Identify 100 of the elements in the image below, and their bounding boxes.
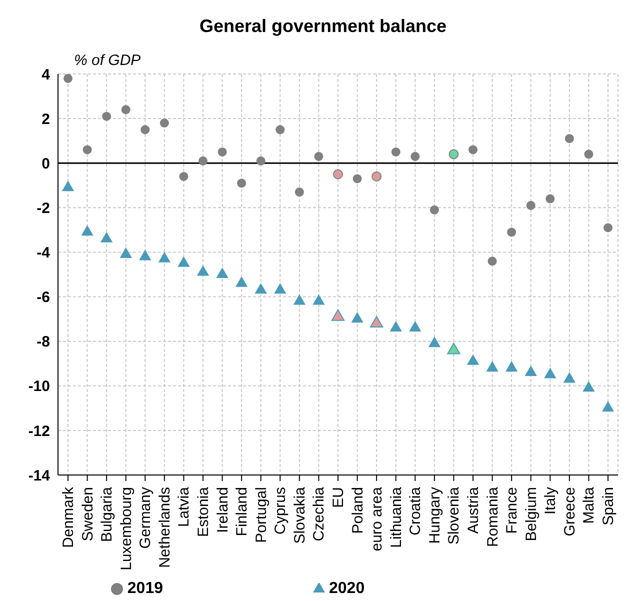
point (216, 267, 228, 278)
point (178, 256, 190, 267)
y-axis-title: % of GDP (74, 52, 141, 69)
point (314, 152, 324, 161)
point (563, 372, 576, 383)
point (564, 134, 574, 144)
x-tick-label: Lithuania (388, 486, 405, 548)
point (100, 232, 113, 242)
x-tick-label: Austria (465, 486, 482, 534)
x-tick-label: Estonia (195, 486, 212, 538)
x-tick-label: Netherlands (156, 487, 174, 568)
x-tick-label: Greece (561, 487, 578, 536)
x-tick-label: Sweden (79, 487, 96, 542)
x-tick-label: Belgium (522, 487, 540, 542)
legend-label: 2020 (329, 580, 365, 597)
point (140, 125, 150, 134)
point (390, 320, 402, 332)
point (370, 316, 384, 328)
point (196, 265, 210, 276)
point (139, 250, 152, 260)
point (466, 354, 480, 365)
point (293, 294, 306, 305)
point (505, 361, 518, 372)
point (409, 320, 422, 332)
point (447, 342, 460, 354)
point (372, 171, 382, 182)
point (102, 112, 112, 121)
point (62, 180, 74, 192)
point (120, 247, 132, 258)
x-tick-label: Latvia (176, 486, 193, 528)
point (486, 361, 498, 372)
point (179, 172, 188, 181)
point (63, 74, 73, 83)
point (410, 152, 420, 161)
point (332, 169, 344, 180)
point (544, 368, 556, 378)
point (582, 381, 595, 392)
point (526, 200, 536, 210)
point (351, 312, 364, 323)
point (352, 174, 362, 184)
point (254, 283, 267, 294)
x-tick-label: Ireland (214, 487, 232, 533)
point (158, 252, 171, 262)
point (312, 294, 325, 305)
x-tick-label: Slovenia (446, 486, 463, 545)
y-tick-label: -10 (28, 378, 50, 396)
point (121, 105, 130, 114)
point (448, 149, 459, 160)
point (428, 336, 441, 348)
point (546, 194, 555, 204)
point (331, 309, 345, 321)
point (256, 156, 266, 166)
y-tick-label: -14 (28, 467, 51, 484)
x-tick-label: Portugal (252, 487, 270, 543)
point (584, 150, 594, 159)
x-tick-label: Hungary (426, 486, 444, 544)
point (507, 228, 516, 237)
chart-title: General government balance (198, 15, 448, 38)
y-tick-label: -6 (36, 289, 50, 306)
point (81, 225, 94, 236)
point (237, 178, 246, 188)
point (391, 147, 400, 156)
point (602, 401, 614, 412)
x-tick-label: euro area (368, 486, 386, 552)
point (82, 145, 92, 154)
x-tick-label: Malta (580, 486, 598, 524)
x-tick-label: Finland (234, 487, 251, 536)
point (276, 125, 285, 134)
point (524, 366, 537, 376)
point (218, 147, 227, 156)
point (488, 256, 497, 266)
x-tick-label: France (504, 487, 521, 534)
x-tick-label: Italy (542, 486, 560, 515)
x-tick-label: Czechia (310, 486, 328, 542)
point (160, 118, 169, 128)
x-tick-label: Croatia (407, 486, 424, 536)
x-tick-label: Denmark (60, 486, 77, 548)
x-tick-label: Bulgaria (98, 486, 116, 542)
y-tick-label: 2 (42, 110, 50, 128)
y-tick-label: 0 (42, 155, 50, 172)
point (468, 145, 478, 154)
point (430, 205, 439, 214)
x-tick-label: Cyprus (272, 487, 290, 535)
x-tick-label: Germany (137, 486, 154, 549)
point (235, 276, 248, 287)
y-tick-label: -12 (28, 422, 50, 440)
x-tick-label: Spain (600, 487, 617, 526)
point (603, 223, 613, 232)
y-tick-label: 4 (42, 66, 51, 84)
y-tick-label: -8 (36, 334, 50, 351)
x-tick-label: Romania (484, 486, 502, 548)
x-tick-label: Poland (349, 487, 366, 534)
point (294, 188, 304, 197)
x-tick-label: Slovakia (291, 486, 308, 544)
y-tick-label: -4 (36, 244, 51, 262)
point (198, 156, 208, 166)
point (274, 283, 286, 294)
x-tick-label: EU (330, 487, 347, 508)
y-tick-label: -2 (36, 200, 50, 217)
legend-label: 2019 (127, 580, 163, 597)
